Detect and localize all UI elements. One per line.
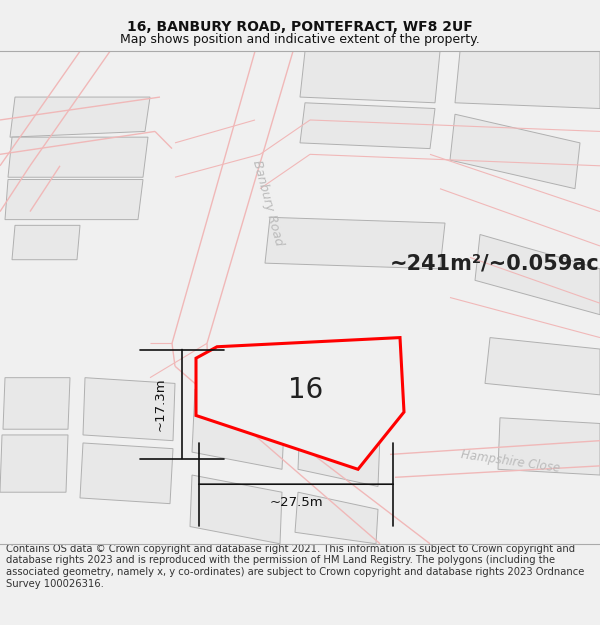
Polygon shape: [485, 338, 600, 395]
Text: ~241m²/~0.059ac.: ~241m²/~0.059ac.: [390, 253, 600, 273]
Polygon shape: [265, 217, 445, 269]
Polygon shape: [455, 51, 600, 109]
Polygon shape: [190, 475, 282, 544]
Polygon shape: [80, 443, 173, 504]
Polygon shape: [12, 226, 80, 260]
Polygon shape: [10, 97, 150, 137]
Polygon shape: [192, 389, 285, 469]
Text: Contains OS data © Crown copyright and database right 2021. This information is : Contains OS data © Crown copyright and d…: [6, 544, 584, 589]
Text: ~17.3m: ~17.3m: [154, 378, 167, 431]
Polygon shape: [498, 418, 600, 475]
Text: Map shows position and indicative extent of the property.: Map shows position and indicative extent…: [120, 34, 480, 46]
Polygon shape: [450, 114, 580, 189]
Text: Hampshire Close: Hampshire Close: [460, 448, 560, 474]
Polygon shape: [83, 378, 175, 441]
Text: Banbury Road: Banbury Road: [250, 158, 286, 247]
Polygon shape: [0, 435, 68, 492]
Text: 16: 16: [287, 376, 323, 404]
Polygon shape: [8, 137, 148, 178]
Text: ~27.5m: ~27.5m: [269, 496, 323, 509]
Polygon shape: [475, 234, 600, 314]
Polygon shape: [300, 102, 435, 149]
Text: 16, BANBURY ROAD, PONTEFRACT, WF8 2UF: 16, BANBURY ROAD, PONTEFRACT, WF8 2UF: [127, 20, 473, 34]
Polygon shape: [298, 418, 380, 486]
Polygon shape: [5, 179, 143, 219]
Polygon shape: [300, 51, 440, 102]
Polygon shape: [295, 492, 378, 544]
Text: Banbury Road: Banbury Road: [244, 347, 326, 402]
Polygon shape: [196, 338, 404, 469]
Polygon shape: [3, 378, 70, 429]
